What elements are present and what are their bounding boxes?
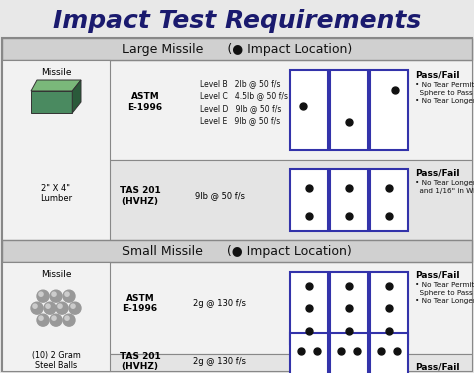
Text: Missile: Missile	[41, 270, 71, 279]
Circle shape	[46, 304, 50, 308]
Bar	[290, 272, 328, 344]
Circle shape	[58, 304, 62, 308]
Text: 2g @ 130 f/s: 2g @ 130 f/s	[193, 299, 246, 308]
Bar	[330, 70, 368, 150]
Circle shape	[63, 290, 75, 302]
Text: Impact Test Requirements: Impact Test Requirements	[53, 9, 421, 33]
Text: • No Tear Permitting a 3"
  Sphere to Pass Through
• No Tear Longer than 5": • No Tear Permitting a 3" Sphere to Pass…	[415, 82, 474, 104]
Bar	[330, 169, 368, 231]
Bar	[370, 70, 408, 150]
Bar	[370, 272, 408, 344]
Bar	[370, 169, 408, 231]
Circle shape	[50, 290, 62, 302]
Circle shape	[39, 292, 43, 296]
Bar	[290, 332, 328, 373]
Circle shape	[65, 292, 69, 296]
Bar	[2, 354, 472, 371]
Text: Missile: Missile	[41, 68, 71, 77]
Bar	[2, 240, 472, 262]
Bar	[2, 160, 472, 240]
Bar	[330, 332, 368, 373]
Circle shape	[65, 316, 69, 320]
Text: ASTM
E-1996: ASTM E-1996	[122, 294, 157, 313]
Bar	[2, 38, 472, 371]
Circle shape	[44, 302, 56, 314]
Text: 2" X 4"
Lumber: 2" X 4" Lumber	[40, 184, 72, 203]
Polygon shape	[31, 80, 81, 91]
Bar	[2, 60, 472, 160]
Bar	[2, 38, 472, 60]
Circle shape	[52, 316, 56, 320]
Circle shape	[69, 302, 81, 314]
Circle shape	[56, 302, 68, 314]
Circle shape	[39, 316, 43, 320]
Text: Pass/Fail: Pass/Fail	[415, 70, 459, 79]
Bar	[2, 262, 472, 354]
Bar	[370, 332, 408, 373]
Text: TAS 201
(HVHZ): TAS 201 (HVHZ)	[119, 186, 160, 206]
Bar	[290, 70, 328, 150]
Circle shape	[50, 314, 62, 326]
Polygon shape	[72, 80, 81, 113]
Circle shape	[37, 290, 49, 302]
Text: • No Tear Permitting a 3"
  Sphere to Pass Through
• No Tear Longer than 5": • No Tear Permitting a 3" Sphere to Pass…	[415, 282, 474, 304]
Text: Small Missile      (● Impact Location): Small Missile (● Impact Location)	[122, 244, 352, 257]
Circle shape	[37, 314, 49, 326]
Polygon shape	[31, 91, 72, 113]
Text: Pass/Fail: Pass/Fail	[415, 168, 459, 177]
Text: Pass/Fail: Pass/Fail	[415, 270, 459, 279]
Text: Level B   2lb @ 50 f/s
Level C   4.5lb @ 50 f/s
Level D   9lb @ 50 f/s
Level E  : Level B 2lb @ 50 f/s Level C 4.5lb @ 50 …	[200, 79, 288, 125]
Text: ASTM
E-1996: ASTM E-1996	[128, 92, 163, 112]
Text: 2g @ 130 f/s: 2g @ 130 f/s	[193, 357, 246, 366]
Circle shape	[31, 302, 43, 314]
Bar	[330, 272, 368, 344]
Bar	[2, 60, 110, 240]
Text: TAS 201
(HVHZ): TAS 201 (HVHZ)	[119, 352, 160, 372]
Text: Pass/Fail: Pass/Fail	[415, 362, 459, 371]
Circle shape	[63, 314, 75, 326]
Circle shape	[71, 304, 75, 308]
Text: (10) 2 Gram
Steel Balls: (10) 2 Gram Steel Balls	[32, 351, 81, 370]
Circle shape	[33, 304, 37, 308]
Text: Large Missile      (● Impact Location): Large Missile (● Impact Location)	[122, 43, 352, 56]
Text: • No Tear Longer than 5"
  and 1/16" in Width: • No Tear Longer than 5" and 1/16" in Wi…	[415, 180, 474, 194]
Bar	[2, 262, 110, 371]
Bar	[290, 169, 328, 231]
Circle shape	[52, 292, 56, 296]
Text: 9lb @ 50 f/s: 9lb @ 50 f/s	[195, 191, 245, 201]
